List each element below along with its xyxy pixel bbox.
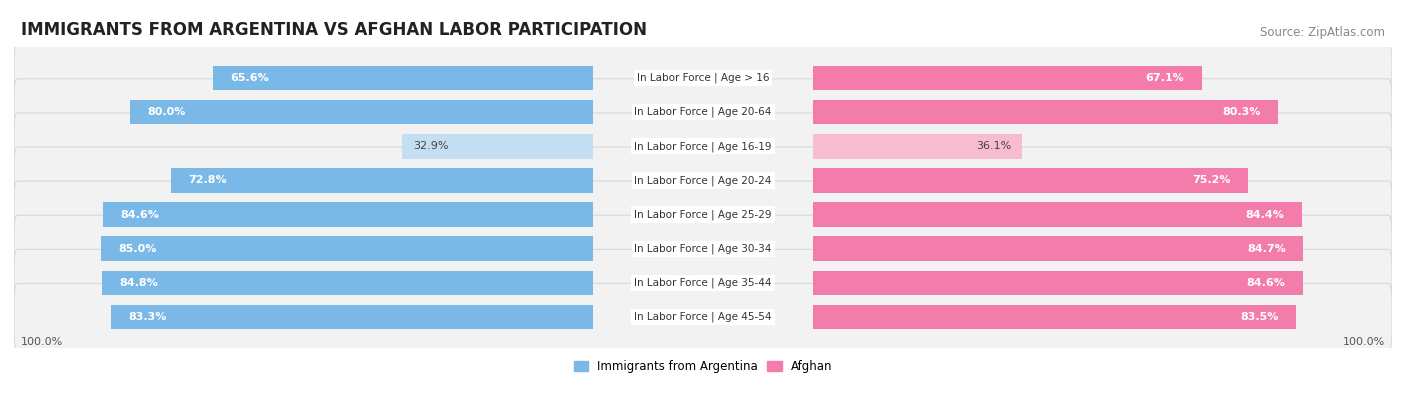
Text: IMMIGRANTS FROM ARGENTINA VS AFGHAN LABOR PARTICIPATION: IMMIGRANTS FROM ARGENTINA VS AFGHAN LABO…: [21, 21, 647, 39]
Bar: [101, 236, 593, 261]
Text: 84.4%: 84.4%: [1246, 210, 1285, 220]
Text: 84.7%: 84.7%: [1247, 244, 1286, 254]
Bar: [813, 100, 1278, 124]
Text: 80.3%: 80.3%: [1222, 107, 1261, 117]
Bar: [813, 202, 1302, 227]
Text: 67.1%: 67.1%: [1146, 73, 1184, 83]
Text: In Labor Force | Age 35-44: In Labor Force | Age 35-44: [634, 278, 772, 288]
Bar: [129, 100, 593, 124]
FancyBboxPatch shape: [14, 181, 1392, 248]
Text: 75.2%: 75.2%: [1192, 175, 1232, 185]
Text: Source: ZipAtlas.com: Source: ZipAtlas.com: [1260, 26, 1385, 39]
Text: 85.0%: 85.0%: [118, 244, 156, 254]
Text: In Labor Force | Age > 16: In Labor Force | Age > 16: [637, 73, 769, 83]
Bar: [813, 271, 1303, 295]
FancyBboxPatch shape: [14, 215, 1392, 282]
Text: 100.0%: 100.0%: [21, 337, 63, 348]
Bar: [813, 66, 1202, 90]
FancyBboxPatch shape: [14, 45, 1392, 111]
Text: 83.3%: 83.3%: [128, 312, 166, 322]
Text: In Labor Force | Age 20-64: In Labor Force | Age 20-64: [634, 107, 772, 117]
Bar: [172, 168, 593, 193]
Bar: [214, 66, 593, 90]
Text: 84.6%: 84.6%: [121, 210, 159, 220]
Bar: [103, 202, 593, 227]
Text: In Labor Force | Age 30-34: In Labor Force | Age 30-34: [634, 243, 772, 254]
Text: 100.0%: 100.0%: [1343, 337, 1385, 348]
Bar: [813, 236, 1303, 261]
Text: 84.8%: 84.8%: [120, 278, 157, 288]
Bar: [402, 134, 593, 159]
FancyBboxPatch shape: [14, 284, 1392, 350]
Text: 83.5%: 83.5%: [1241, 312, 1279, 322]
Text: 36.1%: 36.1%: [977, 141, 1012, 151]
Text: 72.8%: 72.8%: [188, 175, 228, 185]
Text: In Labor Force | Age 20-24: In Labor Force | Age 20-24: [634, 175, 772, 186]
Text: In Labor Force | Age 25-29: In Labor Force | Age 25-29: [634, 209, 772, 220]
Text: In Labor Force | Age 45-54: In Labor Force | Age 45-54: [634, 312, 772, 322]
FancyBboxPatch shape: [14, 79, 1392, 146]
Bar: [813, 305, 1296, 329]
Bar: [103, 271, 593, 295]
Text: 80.0%: 80.0%: [148, 107, 186, 117]
Bar: [813, 134, 1022, 159]
FancyBboxPatch shape: [14, 249, 1392, 316]
Text: 65.6%: 65.6%: [231, 73, 269, 83]
Text: In Labor Force | Age 16-19: In Labor Force | Age 16-19: [634, 141, 772, 152]
Text: 84.6%: 84.6%: [1247, 278, 1285, 288]
Legend: Immigrants from Argentina, Afghan: Immigrants from Argentina, Afghan: [569, 355, 837, 378]
Text: 32.9%: 32.9%: [413, 141, 449, 151]
FancyBboxPatch shape: [14, 147, 1392, 214]
Bar: [111, 305, 593, 329]
Bar: [813, 168, 1249, 193]
FancyBboxPatch shape: [14, 113, 1392, 180]
